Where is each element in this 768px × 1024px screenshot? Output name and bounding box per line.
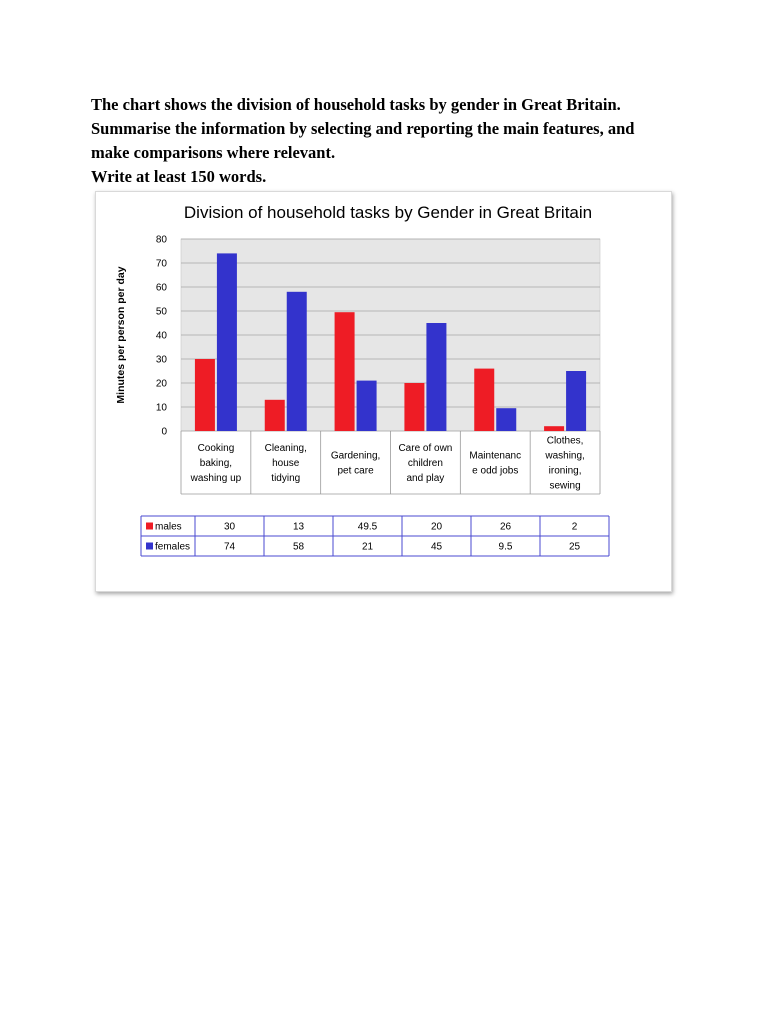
x-category-label: e odd jobs (472, 466, 518, 477)
chart-title: Division of household tasks by Gender in… (184, 203, 592, 222)
bar-males (264, 399, 285, 431)
x-category-label: Cleaning, (265, 443, 307, 454)
y-tick-label: 30 (156, 355, 168, 366)
x-category-label: Cooking (198, 443, 235, 454)
table-value: 26 (500, 522, 512, 533)
x-category-label: sewing (550, 481, 581, 492)
x-axis-category-labels: Cooking baking, washing up Cleaning, house ti… (180, 431, 601, 495)
legend-label-females: females (155, 542, 190, 553)
table-value: 45 (431, 542, 443, 553)
bar-females (496, 408, 517, 431)
x-category-label: washing up (190, 473, 242, 484)
x-category-label: ironing, (549, 466, 582, 477)
bar-females (356, 380, 377, 431)
data-table: males 30 13 49.5 20 26 2 females 74 58 21 45 9.5 25 (140, 515, 610, 557)
y-tick-label: 40 (156, 331, 168, 342)
x-category-label: Care of own (398, 443, 452, 454)
x-category-label: Maintenanc (469, 451, 521, 462)
prompt-line-3: make comparisons where relevant. (91, 143, 336, 162)
bar-females (216, 253, 237, 431)
task-prompt: The chart shows the division of househol… (91, 93, 711, 189)
bar-males (334, 312, 355, 431)
bar-females (426, 323, 447, 431)
table-value: 13 (293, 522, 305, 533)
x-category-label: Clothes, (547, 436, 584, 447)
y-tick-label: 10 (156, 403, 168, 414)
x-category-label: house (272, 458, 300, 469)
x-category-label: baking, (200, 458, 232, 469)
y-axis-label: Minutes per person per day (115, 266, 127, 403)
bar-males (474, 368, 495, 431)
table-value: 20 (431, 522, 443, 533)
legend-swatch-males (146, 522, 153, 530)
table-value: 49.5 (358, 522, 378, 533)
y-tick-label: 50 (156, 307, 168, 318)
bars (194, 253, 587, 431)
prompt-line-4: Write at least 150 words. (91, 167, 267, 186)
x-category-label: pet care (338, 466, 375, 477)
table-value: 58 (293, 542, 305, 553)
x-category-label: and play (407, 473, 445, 484)
bar-females (286, 291, 307, 431)
y-tick-label: 60 (156, 283, 168, 294)
table-value: 74 (224, 542, 236, 553)
prompt-line-1: The chart shows the division of househol… (91, 95, 621, 114)
y-axis-ticks: 0 10 20 30 40 50 60 70 80 (156, 235, 168, 438)
table-value: 25 (569, 542, 581, 553)
table-value: 2 (572, 522, 578, 533)
y-tick-label: 0 (161, 427, 167, 438)
x-category-label: tidying (271, 473, 300, 484)
table-value: 9.5 (499, 542, 513, 553)
bar-females (566, 371, 587, 431)
y-tick-label: 80 (156, 235, 168, 246)
bar-males (194, 359, 215, 431)
x-category-label: Gardening, (331, 451, 380, 462)
table-value: 30 (224, 522, 236, 533)
bar-chart: Division of household tasks by Gender in… (115, 203, 610, 557)
chart-card: Division of household tasks by Gender in… (95, 191, 672, 592)
legend-swatch-females (146, 542, 153, 550)
x-category-label: children (408, 458, 443, 469)
x-category-label: washing, (544, 451, 584, 462)
prompt-line-2: Summarise the information by selecting a… (91, 119, 635, 138)
table-value: 21 (362, 542, 374, 553)
y-tick-label: 20 (156, 379, 168, 390)
legend-label-males: males (155, 522, 182, 533)
bar-males (544, 426, 565, 431)
y-tick-label: 70 (156, 259, 168, 270)
bar-males (404, 383, 425, 431)
